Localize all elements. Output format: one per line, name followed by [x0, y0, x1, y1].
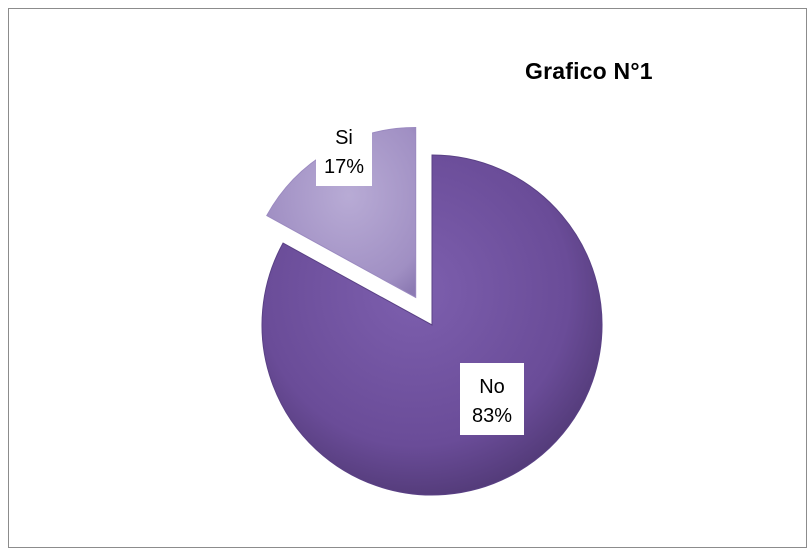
- slice-label-si: Si 17%: [316, 114, 372, 186]
- slice-category-label: Si: [335, 127, 353, 149]
- slice-percent-label: 17%: [324, 156, 364, 178]
- slice-label-box: [460, 363, 524, 435]
- slice-label-no: No 83%: [460, 363, 524, 435]
- pie-chart: No 83% Si 17%: [261, 114, 603, 496]
- chart-title: Grafico N°1: [525, 58, 653, 84]
- slice-label-box: [316, 114, 372, 186]
- slice-category-label: No: [479, 376, 505, 398]
- slice-percent-label: 83%: [472, 405, 512, 427]
